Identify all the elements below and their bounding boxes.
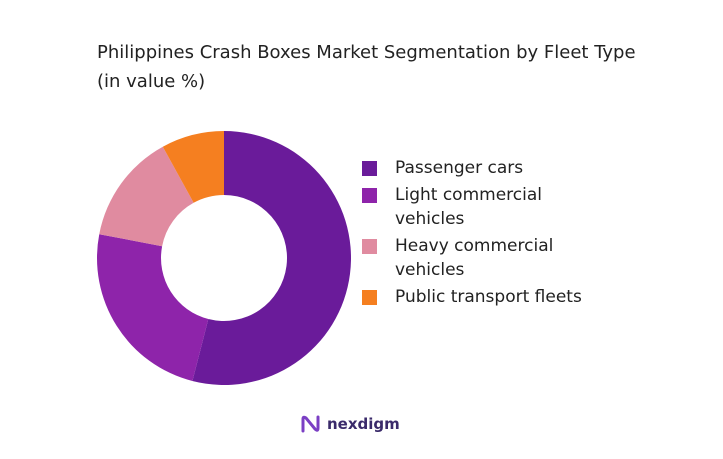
brand: nexdigm <box>300 414 400 434</box>
chart-title: Philippines Crash Boxes Market Segmentat… <box>97 42 636 92</box>
legend-item: Light commercial vehicles <box>362 183 602 231</box>
legend-item: Passenger cars <box>362 156 602 180</box>
legend: Passenger cars Light commercial vehicles H… <box>362 156 602 312</box>
legend-swatch <box>362 239 377 254</box>
legend-swatch <box>362 161 377 176</box>
legend-item: Heavy commercial vehicles <box>362 234 602 282</box>
legend-label: Light commercial vehicles <box>395 185 542 229</box>
legend-label: Public transport fleets <box>395 287 582 307</box>
brand-name: nexdigm <box>327 415 400 433</box>
donut-slice <box>97 234 209 382</box>
donut-slice <box>162 131 224 203</box>
legend-label: Passenger cars <box>395 158 524 178</box>
donut-slice <box>192 131 351 385</box>
legend-label: Heavy commercial vehicles <box>395 236 554 280</box>
legend-swatch <box>362 188 377 203</box>
legend-swatch <box>362 290 377 305</box>
donut-slice <box>99 146 194 247</box>
brand-logo <box>301 415 320 433</box>
legend-item: Public transport fleets <box>362 285 602 309</box>
